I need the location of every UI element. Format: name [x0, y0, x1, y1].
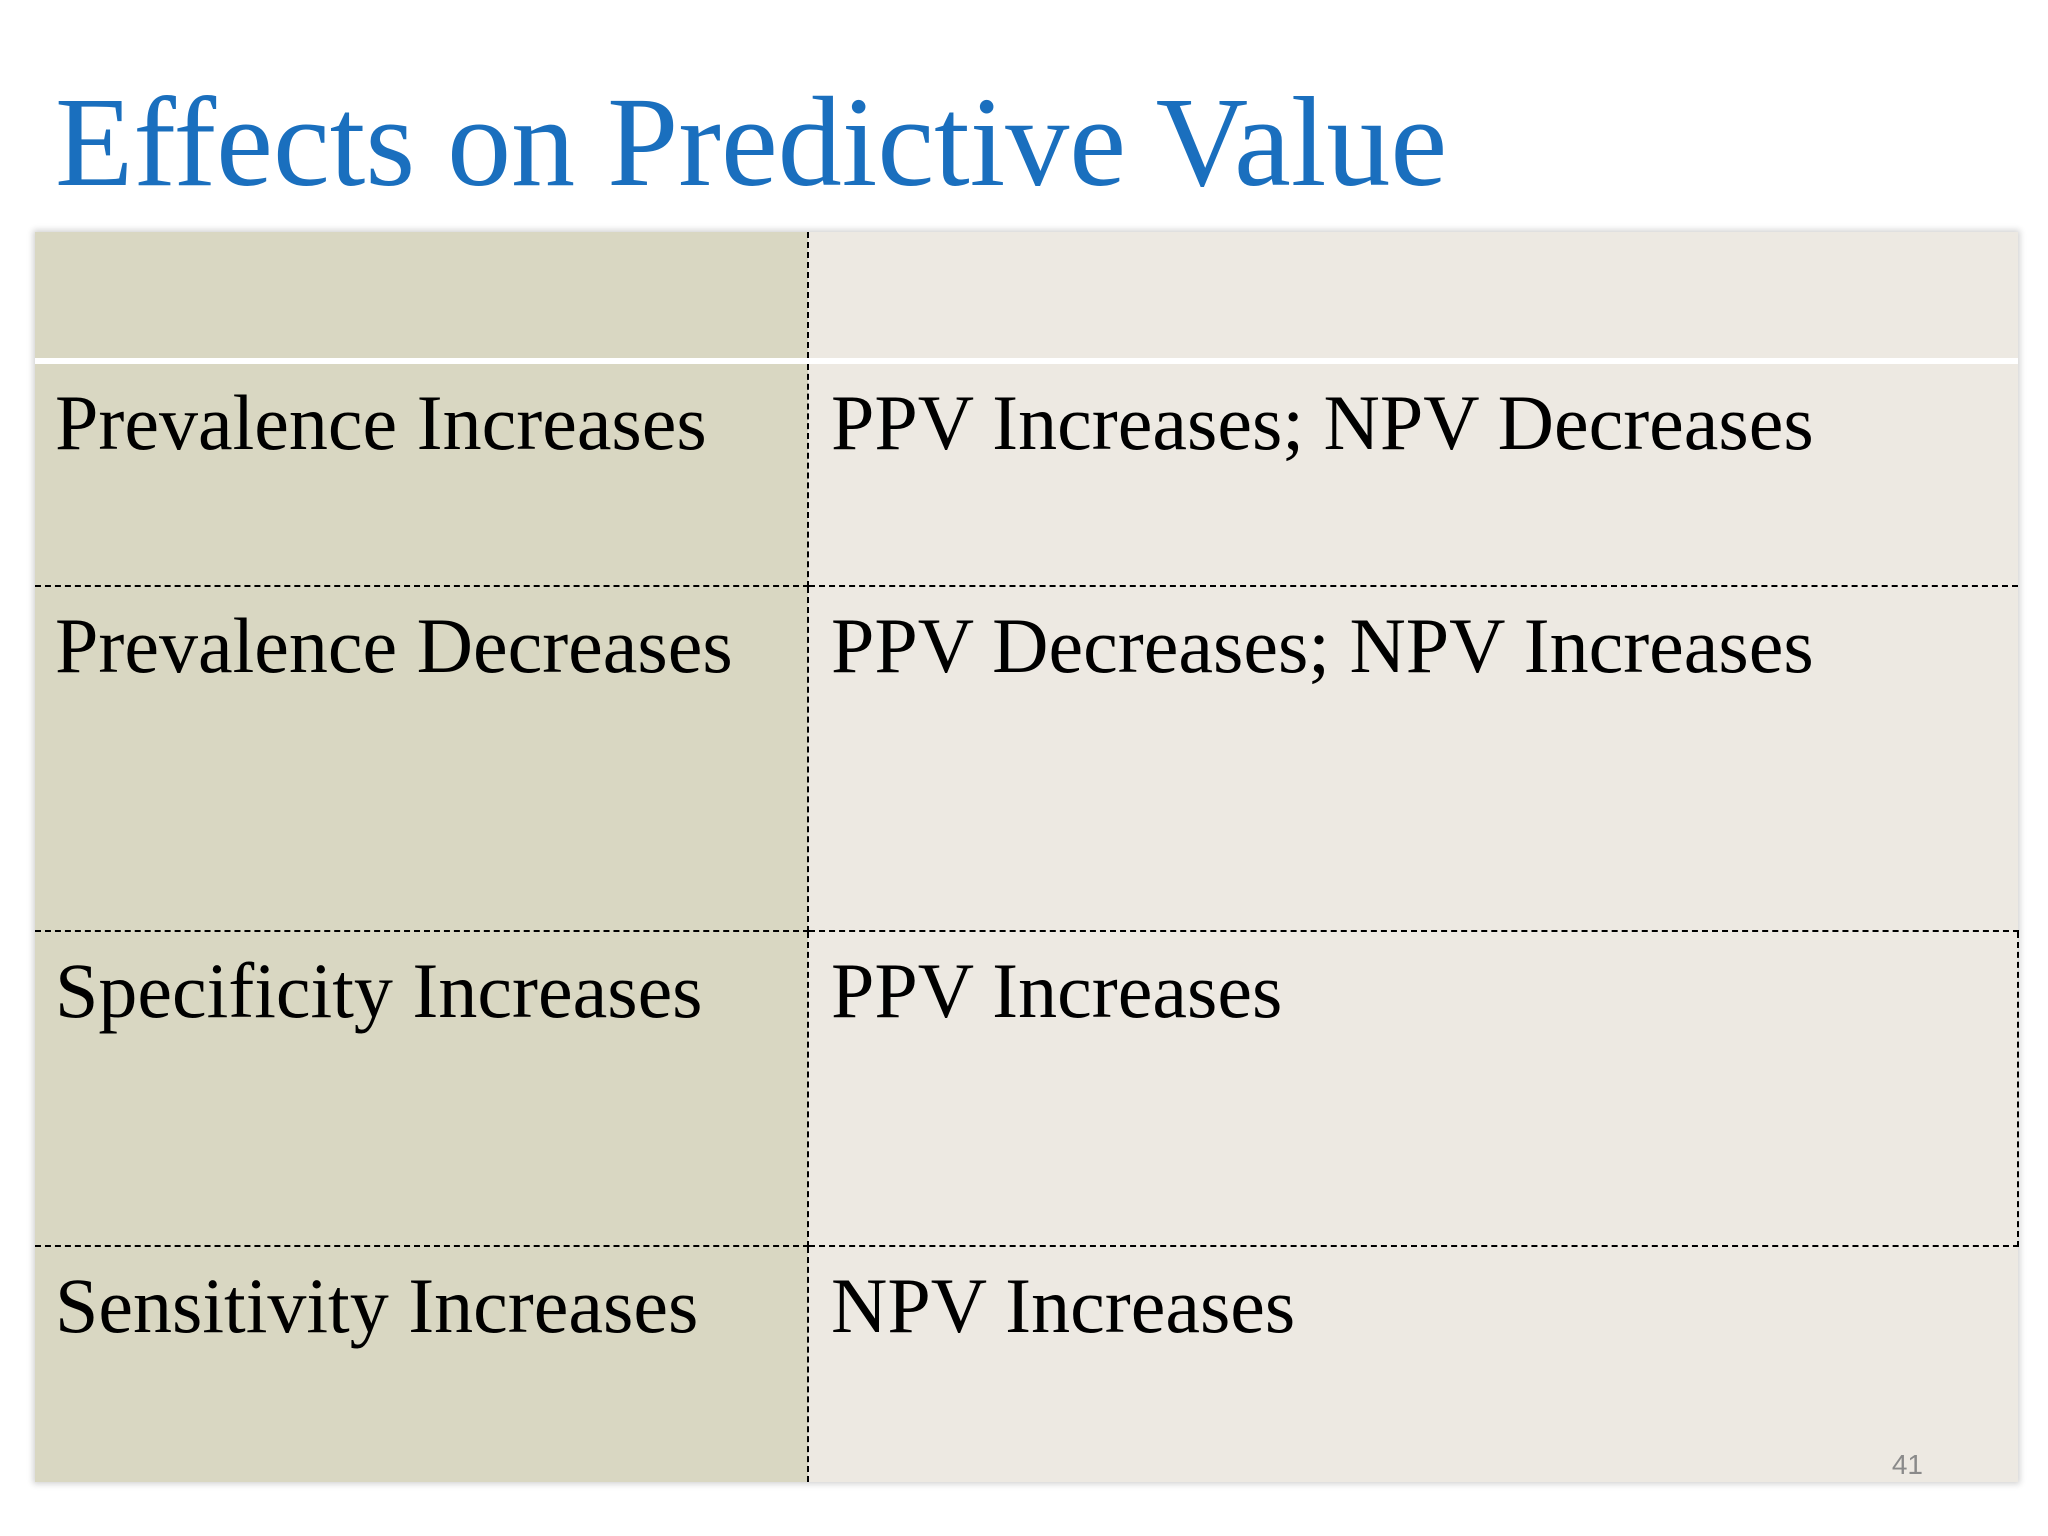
- effect-cell: NPV Increases: [808, 1246, 2018, 1482]
- slide-title: Effects on Predictive Value: [55, 71, 1448, 213]
- page-number: 41: [1891, 1449, 1923, 1480]
- effect-text: PPV Decreases; NPV Increases: [831, 602, 1814, 689]
- condition-cell: Specificity Increases: [35, 931, 809, 1247]
- table-row: Sensitivity Increases NPV Increases: [35, 1246, 2018, 1482]
- effect-cell: PPV Increases: [808, 931, 2019, 1247]
- effect-text: PPV Increases: [831, 947, 1283, 1034]
- condition-cell: Sensitivity Increases: [35, 1246, 809, 1482]
- condition-text: Prevalence Increases: [55, 379, 707, 466]
- effect-text: PPV Increases; NPV Decreases: [831, 379, 1814, 466]
- table-header-row: [35, 232, 2018, 364]
- condition-cell: Prevalence Decreases: [35, 586, 809, 932]
- effect-cell: PPV Increases; NPV Decreases: [808, 361, 2018, 587]
- condition-text: Prevalence Decreases: [55, 602, 733, 689]
- condition-text: Sensitivity Increases: [55, 1262, 699, 1349]
- predictive-value-table: Prevalence Increases PPV Increases; NPV …: [35, 232, 2019, 1482]
- condition-cell: Prevalence Increases: [35, 361, 809, 587]
- header-cell-condition: [35, 232, 809, 364]
- table-row: Prevalence Decreases PPV Decreases; NPV …: [35, 586, 2018, 932]
- condition-text: Specificity Increases: [55, 947, 703, 1034]
- effect-cell: PPV Decreases; NPV Increases: [808, 586, 2018, 932]
- effect-text: NPV Increases: [831, 1262, 1296, 1349]
- table-row: Prevalence Increases PPV Increases; NPV …: [35, 361, 2018, 587]
- table-row: Specificity Increases PPV Increases: [35, 931, 2019, 1247]
- predictive-value-table-frame: Prevalence Increases PPV Increases; NPV …: [35, 232, 2019, 1482]
- header-cell-effect: [808, 232, 2018, 364]
